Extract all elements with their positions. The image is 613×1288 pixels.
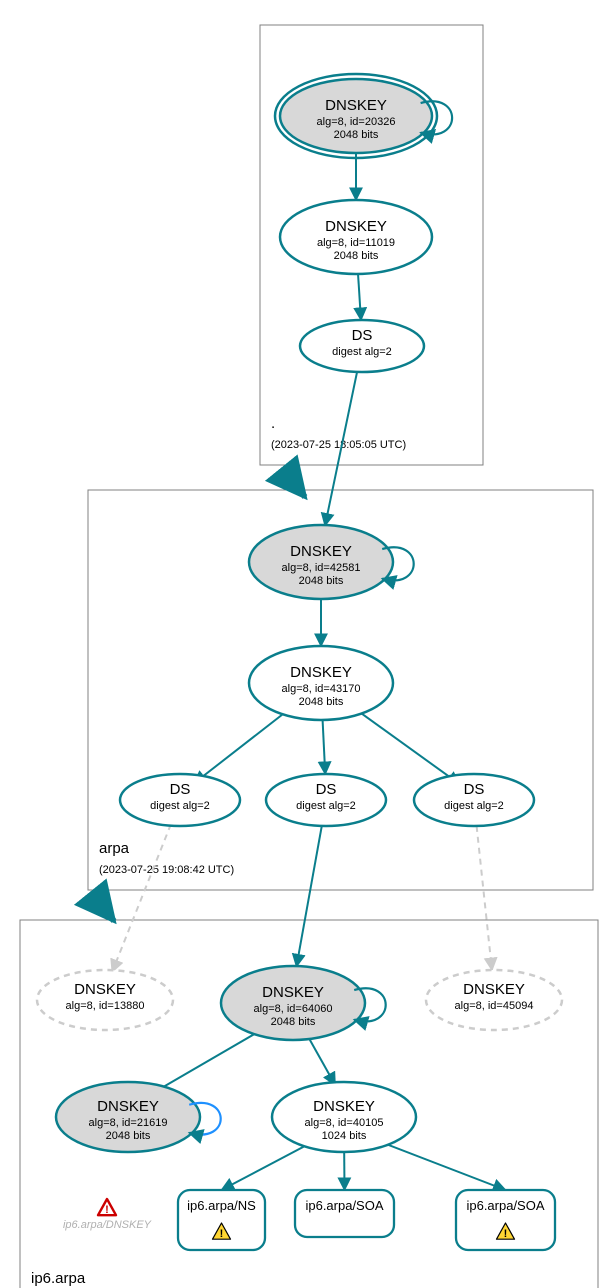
node-title: DS bbox=[352, 327, 373, 344]
zone-arrow bbox=[97, 900, 114, 921]
node-title: DNSKEY bbox=[74, 981, 136, 998]
node-sub: alg=8, id=42581 bbox=[282, 562, 361, 574]
edge bbox=[350, 705, 459, 784]
edge bbox=[323, 720, 326, 774]
node-sub: alg=8, id=21619 bbox=[89, 1117, 168, 1129]
edge bbox=[477, 826, 492, 970]
node-title: DNSKEY bbox=[313, 1098, 375, 1115]
node-sub: 2048 bits bbox=[106, 1130, 151, 1142]
edge bbox=[308, 1037, 335, 1085]
node-sub: 1024 bits bbox=[322, 1130, 367, 1142]
node-sub: 2048 bits bbox=[299, 575, 344, 587]
zone-timestamp: (2023-07-25 18:05:05 UTC) bbox=[271, 439, 406, 451]
error-icon-bang: ! bbox=[105, 1204, 109, 1216]
dnssec-diagram: . (2023-07-25 18:05:05 UTC) arpa (2023-07-2… bbox=[0, 0, 613, 1288]
node-sub: digest alg=2 bbox=[150, 800, 210, 812]
node-sub: alg=8, id=20326 bbox=[317, 116, 396, 128]
node-title: DNSKEY bbox=[325, 218, 387, 235]
node-sub: alg=8, id=40105 bbox=[305, 1117, 384, 1129]
node-title: DNSKEY bbox=[97, 1098, 159, 1115]
zone-arrow bbox=[288, 476, 305, 497]
node-sub: 2048 bits bbox=[299, 696, 344, 708]
record-label: ip6.arpa/SOA bbox=[466, 1198, 544, 1213]
zone-title: arpa bbox=[99, 840, 130, 857]
node-sub: alg=8, id=11019 bbox=[317, 237, 395, 249]
record-label: ip6.arpa/SOA bbox=[305, 1198, 383, 1213]
node-sub: alg=8, id=13880 bbox=[66, 1000, 145, 1012]
record-label: ip6.arpa/NS bbox=[187, 1198, 256, 1213]
edge bbox=[296, 826, 321, 967]
node-title: DS bbox=[316, 781, 337, 798]
node-sub: 2048 bits bbox=[334, 129, 379, 141]
node-title: DNSKEY bbox=[290, 543, 352, 560]
node-sub: alg=8, id=64060 bbox=[254, 1003, 333, 1015]
node-title: DNSKEY bbox=[262, 984, 324, 1001]
zone-title: ip6.arpa bbox=[31, 1270, 86, 1287]
node-sub: 2048 bits bbox=[334, 250, 379, 262]
warning-icon-bang: ! bbox=[220, 1228, 224, 1240]
node-title: DNSKEY bbox=[290, 664, 352, 681]
edge bbox=[194, 707, 293, 784]
node-title: DNSKEY bbox=[325, 97, 387, 114]
node-title: DNSKEY bbox=[463, 981, 525, 998]
node-sub: digest alg=2 bbox=[444, 800, 504, 812]
edge bbox=[358, 274, 361, 320]
node-sub: digest alg=2 bbox=[332, 346, 392, 358]
warning-icon-bang: ! bbox=[504, 1228, 508, 1240]
node-title: DS bbox=[170, 781, 191, 798]
node-sub: digest alg=2 bbox=[296, 800, 356, 812]
node-sub: alg=8, id=43170 bbox=[282, 683, 361, 695]
node-sub: 2048 bits bbox=[271, 1016, 316, 1028]
zone-timestamp: (2023-07-25 19:08:42 UTC) bbox=[99, 864, 234, 876]
zone-title: . bbox=[271, 415, 275, 432]
node-title: DS bbox=[464, 781, 485, 798]
ghost-record: ip6.arpa/DNSKEY bbox=[63, 1219, 152, 1231]
node-sub: alg=8, id=45094 bbox=[455, 1000, 534, 1012]
